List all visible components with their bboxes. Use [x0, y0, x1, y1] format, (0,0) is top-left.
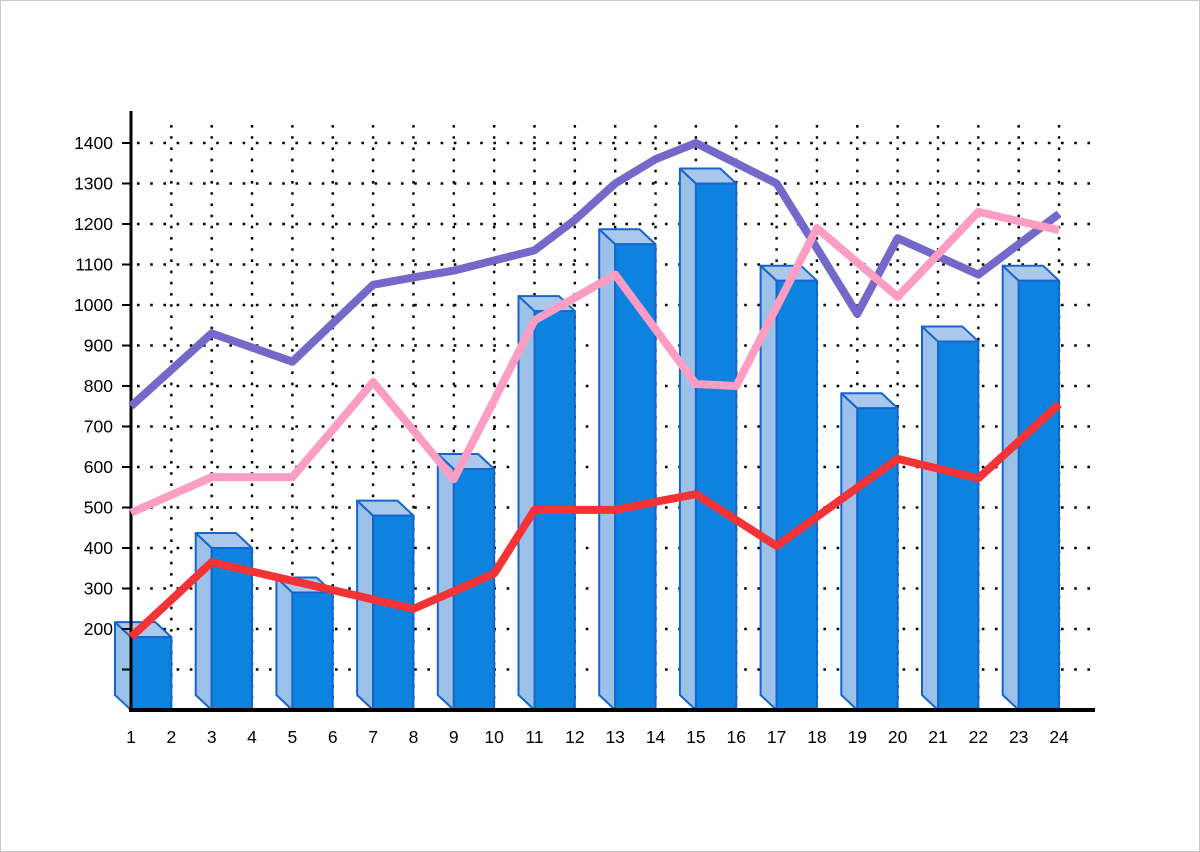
x-tick-label: 1 [126, 727, 136, 747]
bar-front-face [291, 591, 334, 711]
bar-side-face [840, 392, 859, 711]
x-tick-label: 9 [449, 727, 459, 747]
x-tick-label: 18 [807, 727, 826, 747]
bar-side-face [598, 228, 617, 711]
x-tick-label: 12 [565, 727, 584, 747]
bar-3d [356, 499, 415, 711]
bar-front-face [130, 636, 173, 711]
y-tick-label: 1100 [75, 255, 113, 275]
bar-series [114, 167, 1061, 711]
bar-front-face [937, 340, 980, 711]
x-tick-label: 22 [969, 727, 988, 747]
y-tick-label: 800 [84, 376, 113, 396]
bar-side-face [1001, 264, 1020, 711]
bar-side-face [436, 453, 455, 711]
x-tick-label: 19 [848, 727, 867, 747]
x-tick-label: 3 [207, 727, 217, 747]
y-tick-label: 200 [84, 619, 113, 639]
x-tick-label: 15 [686, 727, 705, 747]
pink-line [129, 207, 1060, 517]
y-tick-label: 300 [84, 579, 113, 599]
bar-side-face [356, 499, 375, 711]
bar-3d [1001, 264, 1061, 711]
bar-front-face [856, 407, 899, 711]
y-tick-label: 1000 [74, 295, 113, 315]
x-tick-label: 7 [368, 727, 378, 747]
bar-3d [678, 167, 738, 711]
y-tick-label: 600 [84, 457, 113, 477]
bar-3d [114, 621, 173, 711]
x-tick-label: 17 [767, 727, 786, 747]
x-tick-label: 16 [727, 727, 746, 747]
x-tick-label: 10 [484, 727, 504, 747]
bar-3d [921, 325, 980, 711]
y-tick-label: 1200 [74, 214, 113, 234]
y-tick-label: 700 [84, 417, 113, 437]
bar-3d [759, 264, 818, 711]
x-tick-label: 8 [409, 727, 419, 747]
bar-front-face [614, 243, 657, 711]
bar-3d [517, 295, 576, 711]
x-tick-label: 5 [288, 727, 298, 747]
x-tick-label: 21 [928, 727, 947, 747]
x-tick-label: 4 [247, 727, 257, 747]
red-line [128, 401, 1062, 641]
x-tick-label: 6 [328, 727, 338, 747]
x-tick-label: 13 [605, 727, 624, 747]
purple-line [128, 139, 1062, 410]
bar-3d [598, 228, 657, 711]
bar-front-face [775, 279, 818, 711]
axis-labels: 200 300 400 500 600 700 800 900 1000 1100 1200 1300… [74, 133, 1069, 747]
bar-side-face [275, 576, 294, 711]
bar-front-face [372, 514, 415, 711]
x-tick-label: 24 [1049, 727, 1069, 747]
bar-3d [275, 576, 334, 711]
x-tick-label: 20 [888, 727, 908, 747]
x-tick-label: 23 [1009, 727, 1028, 747]
bar-side-face [678, 167, 697, 711]
bar-3d [194, 532, 254, 711]
bar-side-face [921, 325, 939, 711]
bar-side-face [517, 295, 536, 711]
bar-front-face [694, 182, 738, 711]
bar-front-face [210, 547, 254, 711]
axes [122, 111, 1095, 712]
y-tick-label: 400 [84, 538, 113, 558]
x-tick-label: 2 [166, 727, 176, 747]
x-tick-label: 11 [525, 727, 543, 747]
y-tick-label: 900 [84, 336, 113, 356]
x-tick-label: 14 [646, 727, 666, 747]
bar-front-face [1017, 279, 1061, 711]
y-tick-label: 1300 [74, 174, 113, 194]
bar-3d [840, 392, 899, 711]
line-series [128, 139, 1062, 641]
y-tick-label: 1400 [74, 133, 113, 153]
y-tick-label: 500 [84, 498, 113, 518]
